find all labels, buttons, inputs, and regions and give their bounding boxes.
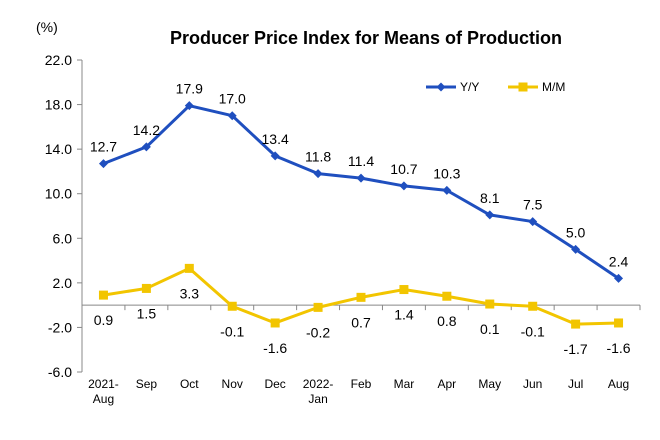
legend-marker-diamond	[436, 82, 446, 92]
yy-point-marker	[98, 159, 108, 169]
yy-point-marker	[270, 151, 280, 161]
mm-data-label: 0.8	[437, 313, 457, 329]
mm-point-marker	[270, 318, 280, 328]
mm-data-label: 1.4	[394, 307, 414, 323]
y-tick-label: -6.0	[48, 364, 72, 380]
mm-point-marker	[356, 292, 366, 302]
yy-data-label: 5.0	[566, 224, 586, 240]
yy-point-marker	[356, 173, 366, 183]
x-tick-label: Nov	[222, 377, 243, 391]
x-tick-label: Oct	[180, 377, 199, 391]
mm-point-marker	[141, 283, 151, 293]
yy-data-label: 7.5	[523, 197, 543, 213]
yy-point-marker	[184, 101, 194, 111]
y-tick-label: 14.0	[45, 141, 72, 157]
y-tick-label: 6.0	[53, 230, 73, 246]
x-tick-label: Apr	[438, 377, 457, 391]
mm-point-marker	[98, 290, 108, 300]
y-unit-label: (%)	[36, 19, 58, 35]
x-tick-label: Mar	[394, 377, 415, 391]
mm-data-label: 1.5	[137, 305, 157, 321]
yy-point-marker	[485, 210, 495, 220]
mm-point-marker	[227, 301, 237, 311]
mm-point-marker	[614, 318, 624, 328]
yy-data-label: 14.2	[133, 122, 160, 138]
yy-data-label: 17.9	[176, 81, 203, 97]
yy-data-label: 11.4	[348, 153, 374, 169]
x-tick-label: Sep	[136, 377, 158, 391]
x-tick-label: Jul	[568, 377, 583, 391]
mm-data-label: 3.3	[180, 285, 200, 301]
mm-point-marker	[399, 285, 409, 295]
mm-data-label: 0.9	[94, 312, 114, 328]
mm-point-marker	[442, 291, 452, 301]
chart-title: Producer Price Index for Means of Produc…	[170, 28, 562, 48]
yy-data-label: 8.1	[480, 190, 500, 206]
mm-data-label: 0.7	[351, 314, 371, 330]
yy-point-marker	[614, 273, 624, 283]
mm-point-marker	[184, 263, 194, 273]
yy-data-label: 17.0	[219, 91, 246, 107]
x-tick-label: Feb	[351, 377, 372, 391]
mm-data-label: -1.7	[564, 341, 588, 357]
mm-data-label: 0.1	[480, 321, 500, 337]
x-tick-label: 2022-Jan	[303, 377, 334, 406]
yy-point-marker	[227, 111, 237, 121]
mm-data-label: -0.2	[306, 324, 330, 340]
yy-data-label: 10.3	[433, 165, 460, 181]
mm-data-label: -1.6	[606, 340, 630, 356]
mm-data-label: -1.6	[263, 340, 287, 356]
y-tick-label: 18.0	[45, 97, 72, 113]
x-tick-label: Jun	[523, 377, 542, 391]
y-tick-label: 2.0	[53, 275, 73, 291]
legend-label: Y/Y	[460, 80, 479, 94]
legend-label: M/M	[542, 80, 565, 94]
x-tick-label: Dec	[264, 377, 285, 391]
legend-marker-square	[518, 82, 528, 92]
series-line-yy	[102, 104, 620, 280]
yy-data-label: 2.4	[609, 253, 629, 269]
mm-point-marker	[313, 302, 323, 312]
mm-point-marker	[528, 301, 538, 311]
yy-data-label: 13.4	[262, 131, 289, 147]
mm-data-label: -0.1	[220, 323, 244, 339]
mm-data-label: -0.1	[521, 323, 545, 339]
yy-point-marker	[528, 217, 538, 227]
yy-point-marker	[313, 169, 323, 179]
x-tick-label: Aug	[608, 377, 629, 391]
yy-point-marker	[141, 142, 151, 152]
yy-data-label: 11.8	[305, 149, 331, 165]
yy-point-marker	[399, 181, 409, 191]
x-tick-label: 2021-Aug	[88, 377, 119, 406]
y-tick-label: 10.0	[45, 186, 72, 202]
yy-data-label: 10.7	[390, 161, 417, 177]
yy-point-marker	[571, 244, 581, 254]
y-tick-label: -2.0	[48, 319, 72, 335]
plot-area: 22.0 18.0 14.0 10.0 6.0 2.0 -2.0 -6.0 2021-Aug Se…	[45, 52, 641, 406]
mm-point-marker	[571, 319, 581, 329]
mm-point-marker	[485, 299, 495, 309]
x-tick-label: May	[478, 377, 501, 391]
legend: Y/Y M/M	[426, 80, 565, 94]
yy-data-label: 12.7	[90, 139, 117, 155]
yy-point-marker	[442, 185, 452, 195]
y-tick-label: 22.0	[45, 52, 72, 68]
